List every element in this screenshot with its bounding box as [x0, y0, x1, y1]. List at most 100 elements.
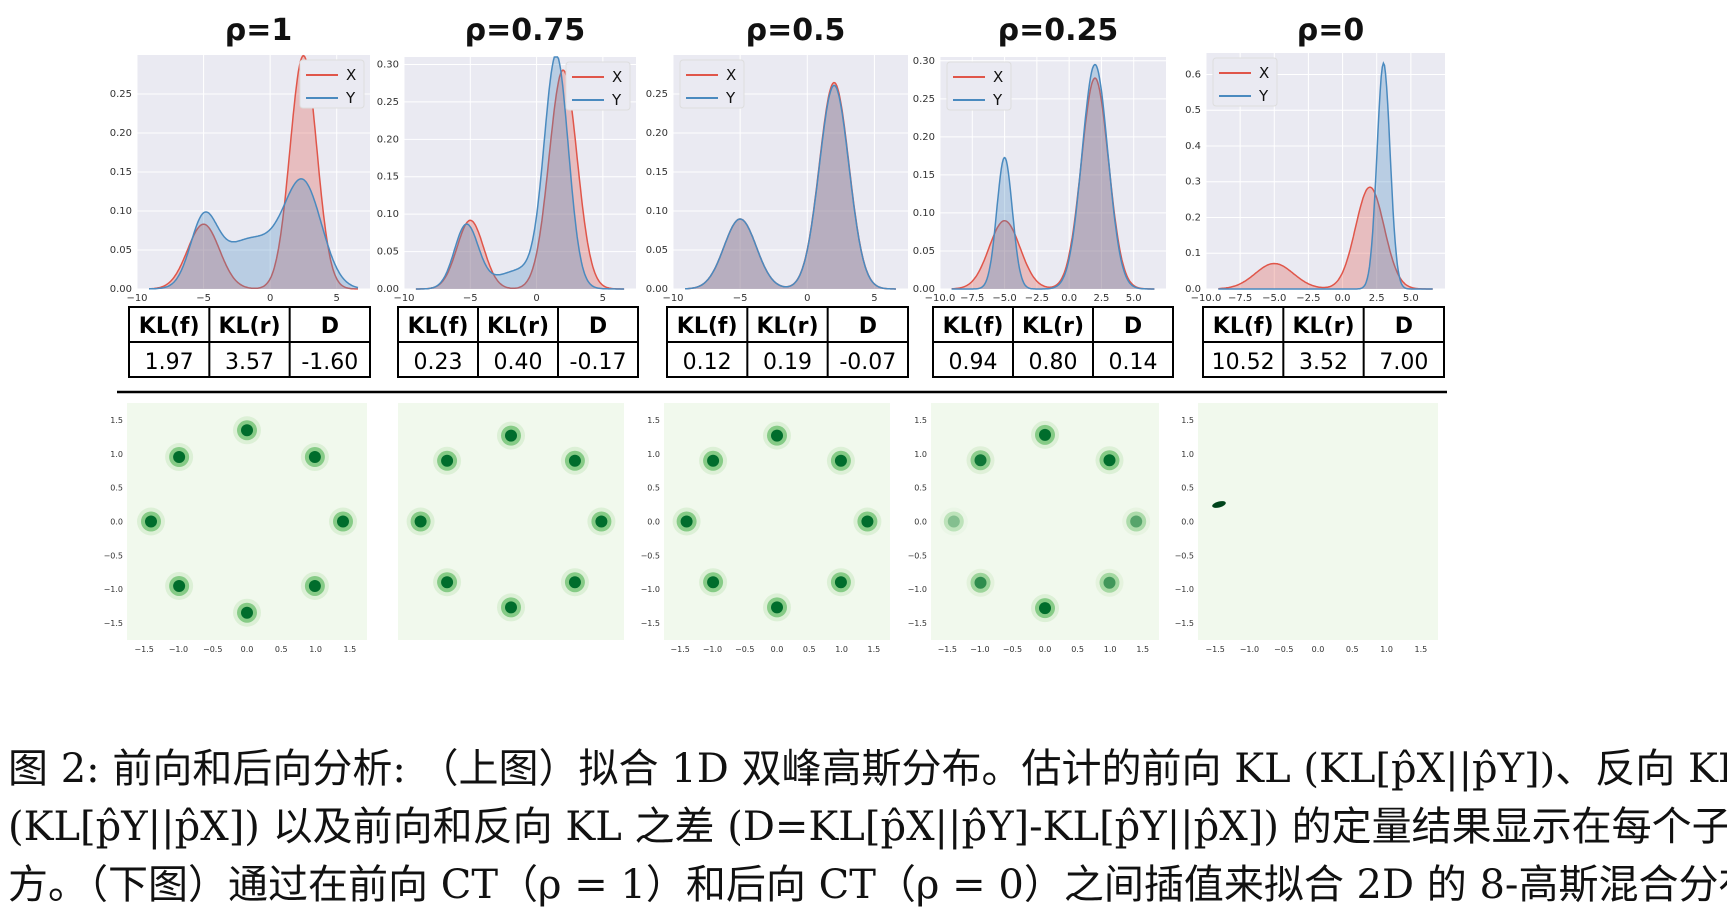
density-fill-y [149, 178, 358, 289]
mode-core [947, 515, 960, 528]
kde-x-tick: −0.5 [1274, 645, 1293, 654]
mode-core [1103, 576, 1116, 589]
y-tick-label: 0.30 [377, 59, 399, 70]
y-tick-label: 0.05 [377, 247, 399, 258]
y-tick-label: 0.2 [1185, 212, 1201, 223]
kde-x-tick: −1.5 [670, 645, 689, 654]
caption-line-1: 图 2: 前向和后向分析: （上图）拟合 1D 双峰高斯分布。估计的前向 KL … [8, 746, 1727, 792]
mode-core [771, 601, 783, 614]
mode-core [308, 451, 321, 464]
kde-x-tick: −0.5 [735, 645, 754, 654]
kde-x-tick: −1.5 [938, 645, 957, 654]
y-tick-label: 0.10 [646, 206, 668, 217]
kde-x-tick: 1.5 [867, 645, 880, 654]
x-tick-label: −10 [662, 293, 683, 304]
mode-core [505, 601, 517, 614]
mode-core [595, 515, 608, 528]
kde-x-tick: 0.0 [1039, 645, 1052, 654]
y-tick-label: 0.00 [913, 284, 935, 295]
y-tick-label: 0.20 [646, 128, 668, 139]
kde-x-tick: −1.5 [134, 645, 153, 654]
x-tick-label: −10 [126, 293, 147, 304]
kde-2d-plot: −1.5 −1.5 −1.0 −1.0 −0.5 −0.5 0.0 0.0 0.5 0.5 1.0 1… [908, 403, 1159, 654]
density-fill-x [685, 82, 896, 289]
kde-x-tick: 1.5 [1136, 645, 1149, 654]
panel-5: ρ=0 0.0 0.1 0.2 0.3 0.4 0.5 0.6 −10.0 −7.5 −5.0 −2.… [1175, 13, 1445, 654]
x-tick-label: 5 [600, 293, 606, 304]
kde-y-tick: −1.0 [1175, 585, 1194, 594]
table-header: KL(r) [1292, 314, 1354, 339]
density-fill-x [149, 55, 358, 290]
x-tick-label: 5 [871, 293, 877, 304]
mode-core [974, 454, 987, 467]
kde-x-tick: 0.5 [275, 645, 288, 654]
kl-table: KL(f) KL(r) D 1.97 3.57 -1.60 [128, 306, 371, 378]
table-header: KL(r) [1022, 314, 1084, 339]
y-tick-label: 0.25 [646, 89, 668, 100]
x-tick-label: −5 [733, 293, 748, 304]
y-tick-label: 0.00 [646, 284, 668, 295]
y-tick-label: 0.1 [1185, 248, 1201, 259]
table-header: KL(f) [1213, 314, 1274, 339]
y-tick-label: 0.05 [110, 245, 132, 256]
legend-label-x: X [1259, 64, 1269, 82]
kde-y-tick: −1.5 [641, 619, 660, 628]
figure: ρ=10.000.050.100.150.200.25−10 −5 0 5XYKL(f… [104, 13, 1447, 654]
table-header: D [1124, 314, 1142, 339]
y-tick-label: 0.05 [646, 245, 668, 256]
caption-line-2: (KL[p̂Y||p̂X]) 以及前向和反向 KL 之差 (D=KL[p̂X||… [8, 804, 1727, 850]
y-tick-label: 0.15 [377, 172, 399, 183]
panel-4: ρ=0.250.000.050.100.150.200.250.30−10.0−… [908, 13, 1174, 654]
panel-title: ρ=1 [225, 13, 293, 48]
y-tick-label: 0.5 [1185, 105, 1201, 116]
kde-x-tick: 1.0 [309, 645, 322, 654]
mode-core [414, 515, 427, 528]
mode-core [173, 451, 186, 464]
caption-line-3: 方。（下图）通过在前向 CT（ρ = 1）和后向 CT（ρ = 0）之间插值来拟… [8, 862, 1727, 908]
mode-core [441, 576, 454, 589]
density-line-x [951, 77, 1155, 290]
kde-x-tick: 1.0 [1380, 645, 1393, 654]
kde-x-tick: 0.5 [1071, 645, 1084, 654]
mode-core [861, 515, 874, 528]
y-tick-label: 0.00 [377, 284, 399, 295]
figure-caption: 图 2: 前向和后向分析: （上图）拟合 1D 双峰高斯分布。估计的前向 KL … [8, 740, 1727, 914]
kde-x-tick: 1.0 [835, 645, 848, 654]
kde-x-tick: 0.0 [771, 645, 784, 654]
kde-x-tick: −0.5 [1003, 645, 1022, 654]
x-tick-label: −5 [463, 293, 478, 304]
mode-core [337, 515, 349, 528]
table-header: KL(f) [408, 314, 469, 339]
kde-y-tick: 1.5 [647, 416, 660, 425]
kde-y-tick: 1.0 [914, 450, 927, 459]
y-tick-label: 0.25 [110, 89, 132, 100]
x-tick-label: 2.5 [1369, 293, 1385, 304]
mode-core [568, 576, 581, 589]
mode-core [241, 424, 253, 437]
y-tick-label: 0.4 [1185, 141, 1201, 152]
legend-label-y: Y [992, 91, 1003, 109]
kde-y-tick: 0.5 [1181, 484, 1194, 493]
y-tick-label: 0.20 [110, 128, 132, 139]
kde-y-tick: 0.0 [110, 518, 123, 527]
panel-3: ρ=0.5 0.00 0.05 0.10 0.15 0.20 0.25 −10 −5 0 5 XY KL… [641, 13, 909, 654]
legend-label-x: X [993, 68, 1003, 86]
legend-box [299, 59, 365, 109]
kde-x-tick: 1.0 [1104, 645, 1117, 654]
mode-core [505, 429, 517, 442]
x-tick-label: −2.5 [1025, 293, 1049, 304]
mode-core [680, 515, 693, 528]
kde-x-tick: −1.0 [703, 645, 722, 654]
table-value: 0.40 [494, 350, 543, 375]
table-value: -1.60 [301, 350, 358, 375]
kde-y-tick: −1.0 [908, 585, 927, 594]
density-line-y [1218, 61, 1433, 290]
kde-x-tick: 1.5 [1414, 645, 1427, 654]
y-tick-label: 0.15 [646, 167, 668, 178]
legend-label-y: Y [611, 91, 622, 109]
table-value: 7.00 [1379, 350, 1428, 375]
mode-core [771, 429, 783, 442]
y-tick-label: 0.00 [110, 284, 132, 295]
x-tick-label: 0 [267, 293, 273, 304]
table-value: 0.19 [763, 350, 812, 375]
